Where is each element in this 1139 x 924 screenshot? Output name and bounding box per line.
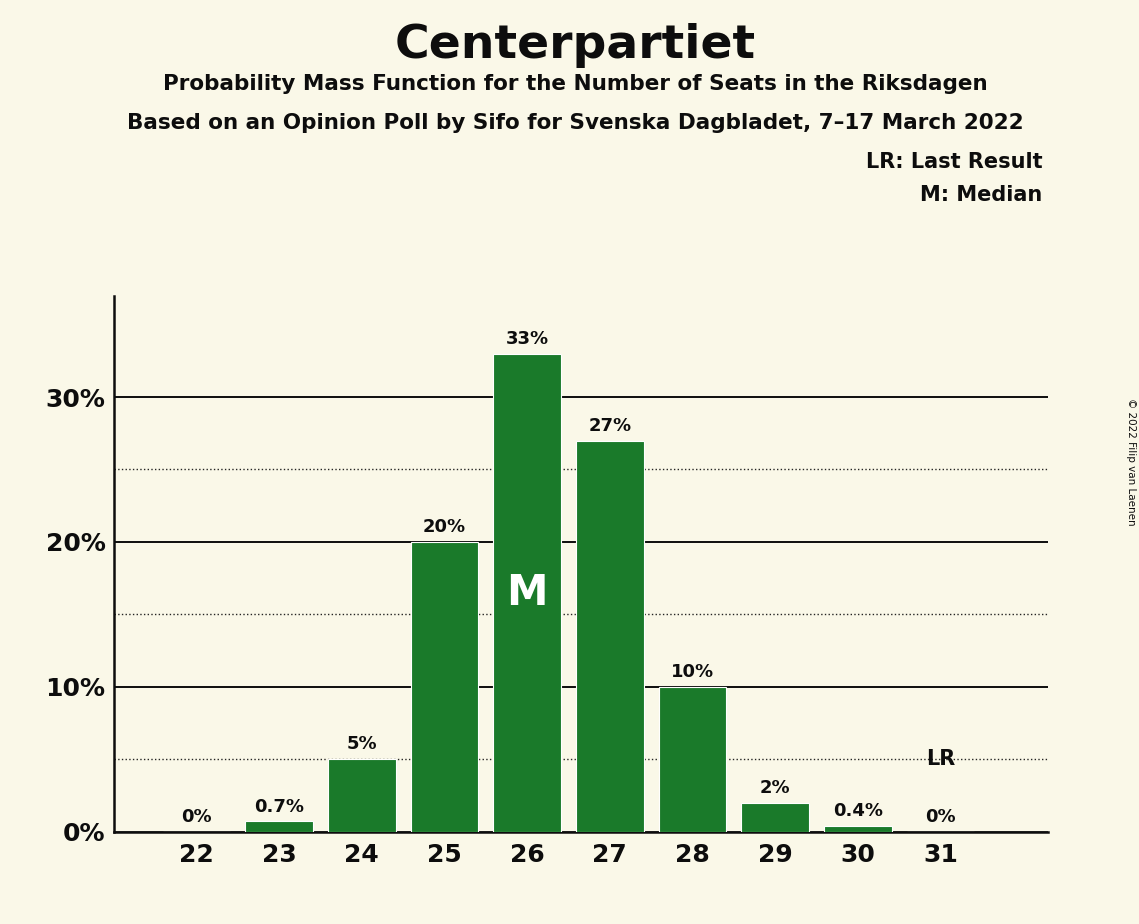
Text: Based on an Opinion Poll by Sifo for Svenska Dagbladet, 7–17 March 2022: Based on an Opinion Poll by Sifo for Sve… [126,113,1024,133]
Bar [328,760,395,832]
Bar [658,687,727,832]
Text: LR: Last Result: LR: Last Result [866,152,1042,173]
Text: 0.7%: 0.7% [254,797,304,816]
Bar [823,826,892,832]
Text: Centerpartiet: Centerpartiet [394,23,756,68]
Text: 0.4%: 0.4% [833,802,883,820]
Bar [576,441,644,832]
Text: LR: LR [926,749,956,769]
Text: Probability Mass Function for the Number of Seats in the Riksdagen: Probability Mass Function for the Number… [163,74,988,94]
Bar [245,821,313,832]
Text: 33%: 33% [506,330,549,347]
Text: 27%: 27% [588,417,631,434]
Bar [741,803,809,832]
Text: M: M [507,572,548,614]
Text: 10%: 10% [671,663,714,681]
Bar [411,541,478,832]
Text: 0%: 0% [925,808,956,826]
Text: M: Median: M: Median [920,185,1042,205]
Text: 0%: 0% [181,808,212,826]
Text: © 2022 Filip van Laenen: © 2022 Filip van Laenen [1126,398,1136,526]
Text: 2%: 2% [760,779,790,796]
Bar [493,354,562,832]
Text: 20%: 20% [423,518,466,536]
Text: 5%: 5% [346,736,377,753]
